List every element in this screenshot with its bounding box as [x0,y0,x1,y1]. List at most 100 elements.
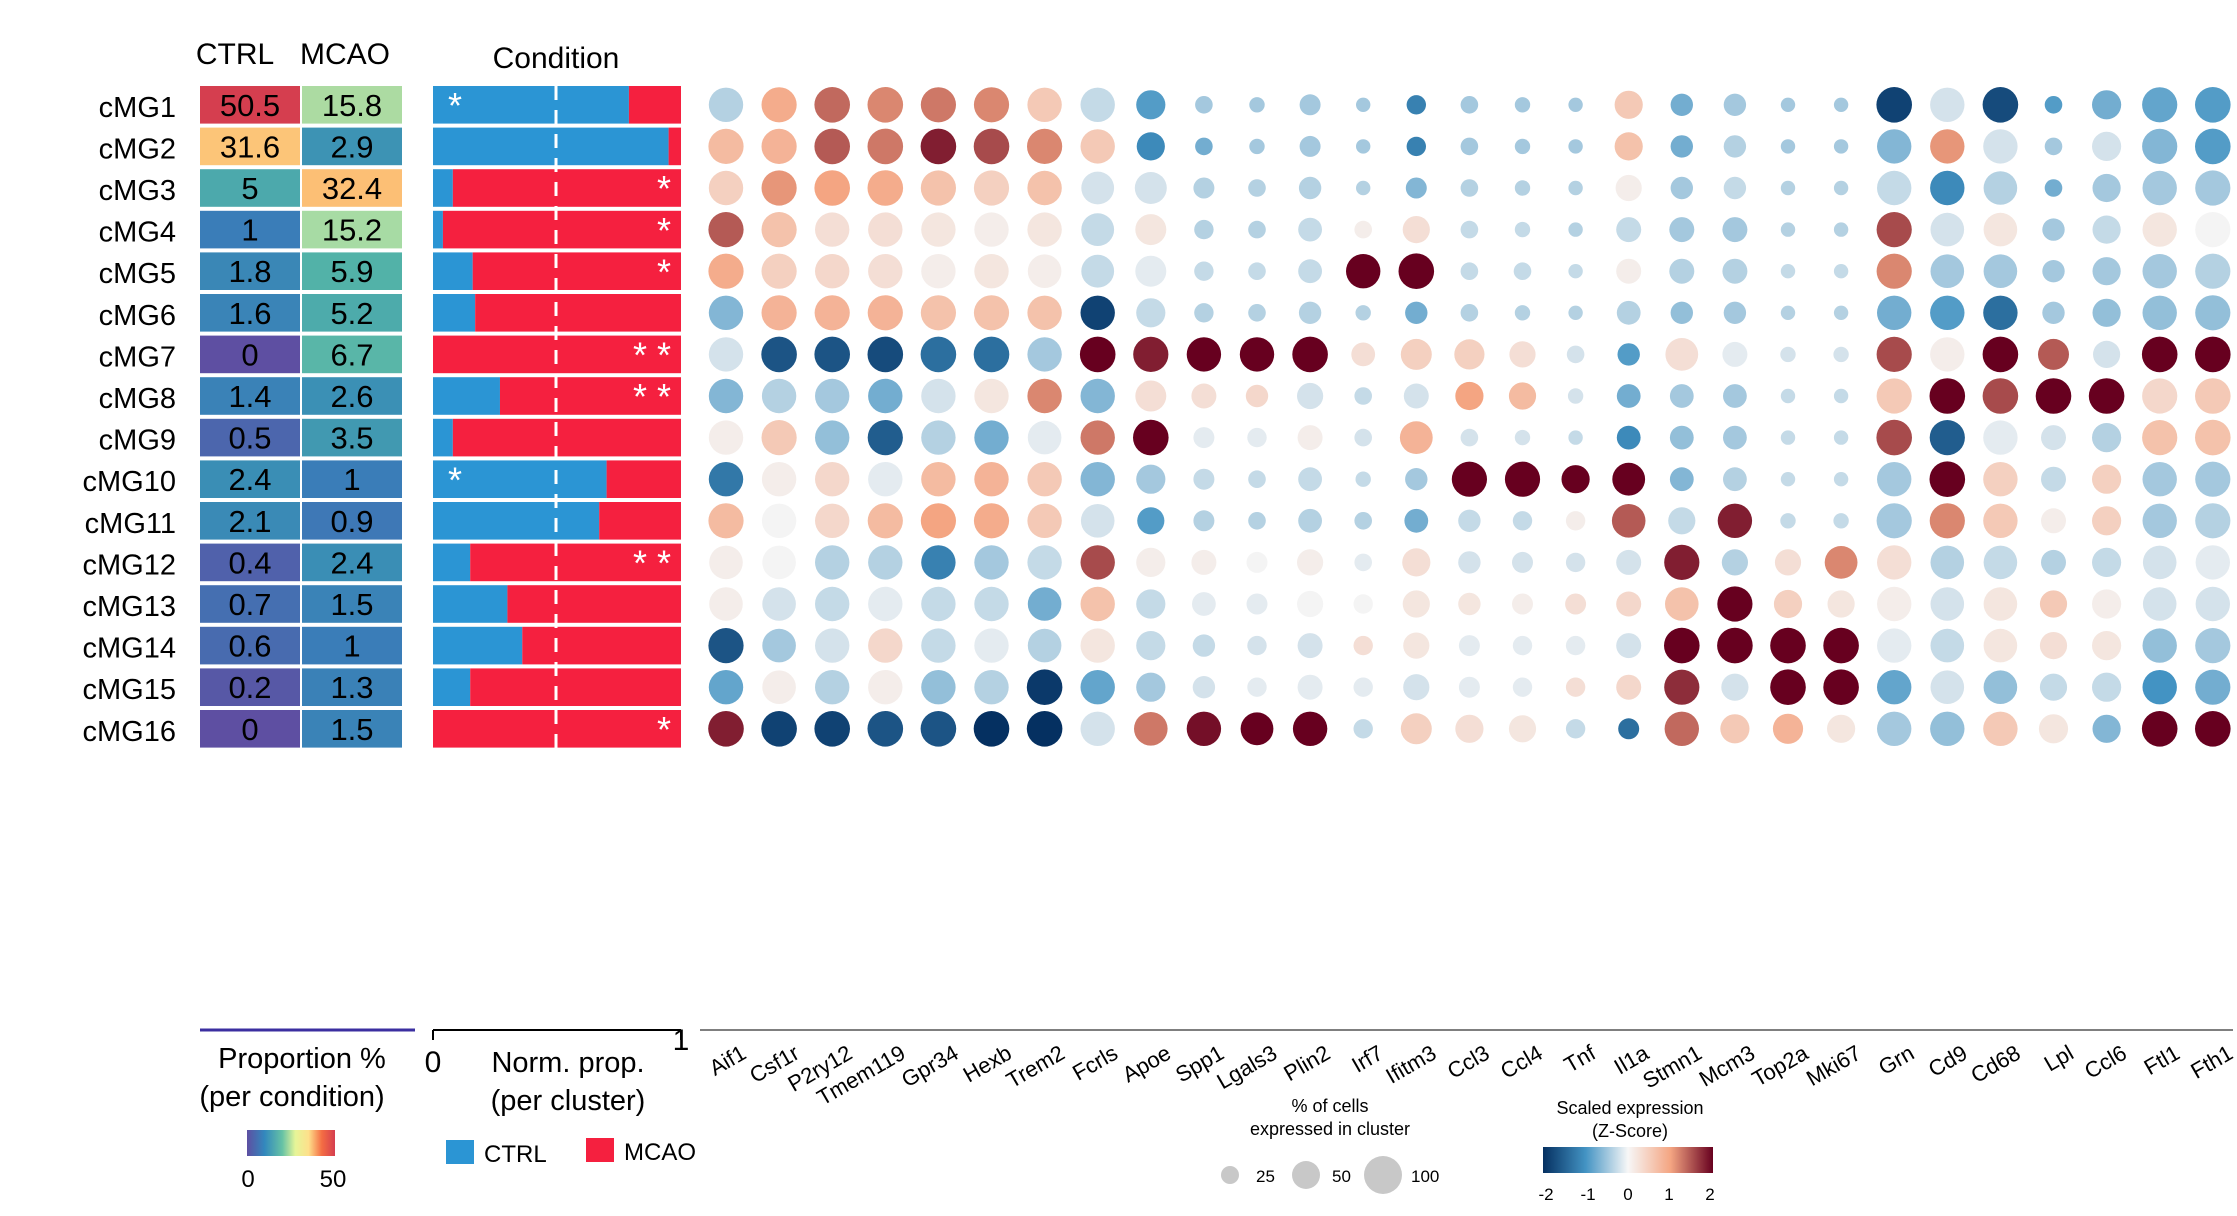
expression-dot [868,545,903,580]
expression-dot [1930,337,1965,372]
gene-label: Top2a [1748,1040,1813,1092]
expression-dot [1137,507,1165,535]
expression-dot [1877,670,1912,705]
expression-dot [921,670,956,705]
gene-label: Aif1 [705,1040,750,1081]
expression-dot [1245,384,1269,408]
color-legend-tick-2: 2 [1705,1185,1714,1204]
expression-dot [1780,513,1796,529]
expression-dot [1780,139,1796,154]
gene-label: Cd9 [1924,1040,1971,1082]
expression-dot [1616,300,1641,325]
expression-dot [1877,711,1912,746]
expression-dot [2141,336,2178,373]
heatmap-col-mcao: MCAO [300,38,390,71]
expression-dot [1194,261,1214,281]
expression-dot [2142,587,2177,621]
expression-dot [1568,430,1583,445]
expression-dot [1833,430,1849,445]
expression-dot [1354,428,1372,447]
expression-dot [1780,264,1796,279]
expression-dot [1615,174,1642,202]
expression-dot [1026,669,1063,705]
expression-dot [1298,259,1322,284]
expression-dot [1027,254,1062,288]
expression-dot [761,336,797,373]
expression-dot [973,295,1010,331]
expression-dot [973,128,1010,165]
expression-dot [1567,388,1584,404]
expression-dot [2195,128,2231,165]
bar-mcao [470,543,681,582]
expression-dot [2092,464,2122,494]
expression-dot [1983,129,2018,164]
expression-dot [1566,345,1585,364]
expression-dot [1192,676,1216,699]
heatmap-cell-value: 5.2 [330,296,373,331]
expression-dot [973,336,1010,373]
expression-dot [1876,212,1912,248]
expression-dot [2142,87,2178,123]
expression-dot [2092,547,2122,578]
expression-dot [1983,420,2018,455]
expression-dot [1568,139,1583,154]
heatmap-cell-value: 15.8 [322,88,382,123]
expression-dot [1723,301,1747,324]
bar-ctrl [433,543,471,582]
expression-dot [1297,674,1323,700]
expression-dot [868,670,903,705]
expression-dot [1514,138,1531,155]
expression-dot [1722,258,1748,284]
expression-dot [1406,95,1427,115]
bar-ctrl [433,377,500,415]
expression-dot [1247,677,1267,697]
expression-dot [1780,222,1796,237]
expression-dot [2041,508,2066,534]
expression-dot [1929,420,1965,456]
heatmap-cell-value: 0 [241,337,258,372]
cluster-label: cMG7 [99,341,176,373]
expression-dot [2142,254,2177,289]
expression-dot [1297,590,1324,618]
expression-dot [1618,718,1640,740]
expression-dot [1195,96,1213,114]
gene-label: Lpl [2040,1040,2078,1076]
expression-dot [1930,129,1965,164]
heatmap-cell [200,169,300,207]
heatmap-cell-value: 6.7 [330,337,373,372]
expression-dot [1080,129,1115,164]
expression-dot [1669,384,1694,408]
expression-dot [1027,545,1062,580]
expression-dot [2092,90,2122,120]
expression-dot [1458,509,1481,532]
heatmap-cell-value: 0 [241,712,258,747]
expression-dot [1512,677,1533,697]
cluster-label: cMG13 [83,591,176,623]
expression-dot [1833,346,1849,363]
bar-ctrl [433,210,443,249]
significance-star: * [657,210,671,251]
expression-dot [1192,592,1216,616]
gene-label: Grn [1874,1040,1918,1080]
expression-dot [1770,669,1806,705]
expression-dot [708,253,744,289]
heatmap-cell-value: 1 [343,462,360,497]
expression-dot [2041,466,2066,492]
expression-dot [1080,504,1115,538]
expression-dot [1356,97,1371,113]
expression-dot [1833,180,1849,196]
heatmap-xlabel-2: (per condition) [199,1081,384,1113]
size-legend-dot-50 [1292,1161,1320,1189]
expression-dot [2195,336,2231,373]
expression-dot [1665,338,1699,371]
expression-dot [1248,179,1266,197]
expression-dot [761,128,797,164]
heatmap-cell [302,252,402,290]
bar-ctrl [433,668,471,706]
expression-dot [1568,222,1583,237]
expression-dot [1722,341,1748,367]
expression-dot [1292,711,1328,746]
gene-label: Ccl3 [1443,1040,1494,1084]
expression-dot [2195,87,2231,123]
expression-dot [708,420,744,455]
